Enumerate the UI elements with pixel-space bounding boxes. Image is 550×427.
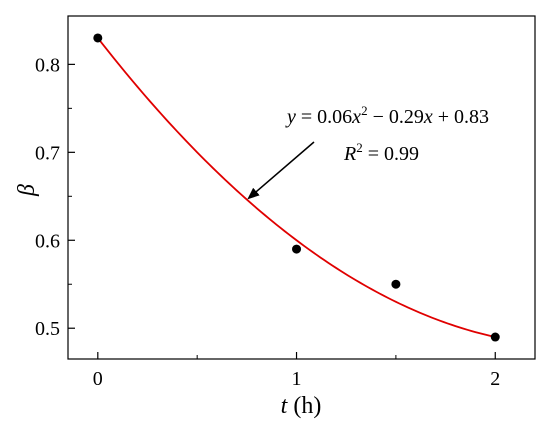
plot-frame [67, 15, 536, 360]
r-squared-label: R2 = 0.99 [343, 140, 419, 165]
y-tick-label: 0.5 [35, 318, 60, 340]
y-tick-label: 0.6 [35, 230, 60, 252]
data-point [292, 244, 302, 254]
axis-ticks: 0 1 2 0.5 0.6 0.7 0.8 [35, 54, 500, 390]
y-tick-label: 0.8 [35, 54, 60, 76]
y-tick-label: 0.7 [35, 142, 60, 164]
data-point [490, 332, 500, 342]
x-axis-label: t (h) [281, 393, 322, 419]
data-point [391, 279, 401, 289]
fit-curve [97, 37, 496, 338]
data-points-layer [93, 33, 500, 342]
x-tick-label: 1 [292, 368, 302, 390]
y-axis-label: β [14, 184, 40, 197]
annotation-arrow [247, 141, 315, 200]
fit-equation: y = 0.06x2 − 0.29x + 0.83 [285, 103, 489, 128]
x-tick-label: 2 [490, 368, 500, 390]
data-point [93, 33, 103, 43]
x-tick-label: 0 [93, 368, 103, 390]
fit-curve-layer [97, 37, 496, 338]
